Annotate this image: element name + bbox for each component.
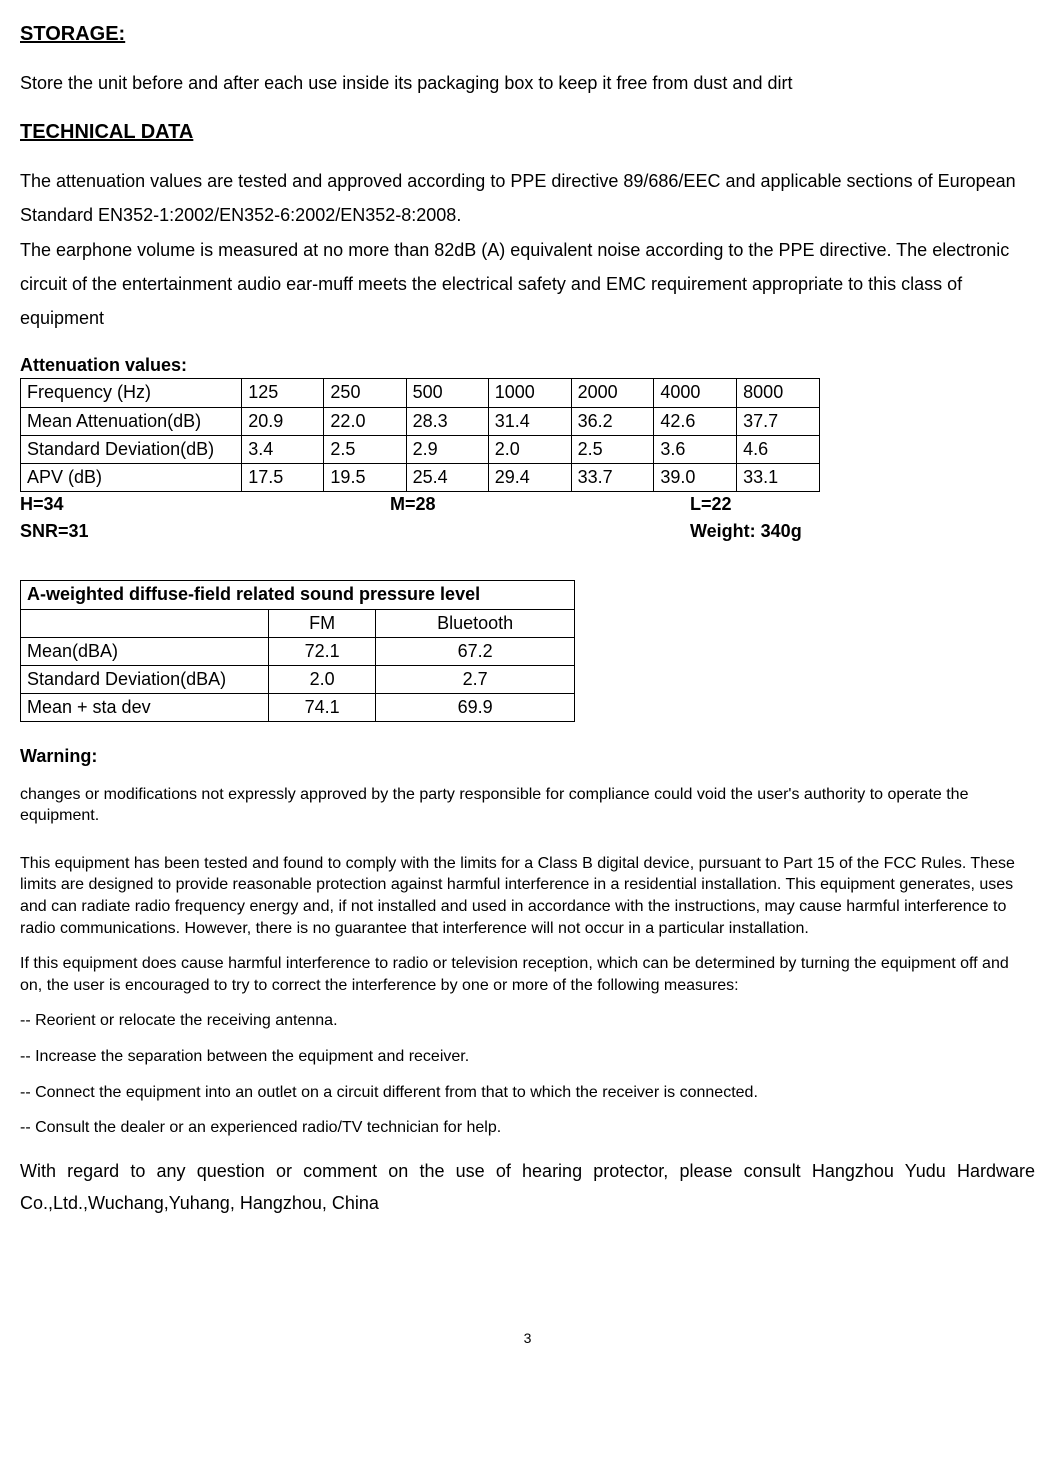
cell: Bluetooth [376, 609, 575, 637]
cell: 2.5 [571, 435, 654, 463]
cell: 250 [324, 379, 406, 407]
attenuation-table: Frequency (Hz) 125 250 500 1000 2000 400… [20, 378, 820, 492]
cell: 22.0 [324, 407, 406, 435]
cell: 74.1 [269, 694, 376, 722]
cell: Mean(dBA) [21, 637, 269, 665]
snr-rating: SNR=31 [20, 519, 390, 544]
warning-text-1: changes or modifications not expressly a… [20, 784, 1035, 827]
cell: 2.0 [269, 666, 376, 694]
warning-bullet: -- Reorient or relocate the receiving an… [20, 1010, 1035, 1032]
cell: 31.4 [488, 407, 571, 435]
technical-heading: TECHNICAL DATA [20, 118, 1035, 146]
warning-bullet: -- Increase the separation between the e… [20, 1046, 1035, 1068]
cell: 19.5 [324, 463, 406, 491]
cell: 67.2 [376, 637, 575, 665]
table-row: Standard Deviation(dBA) 2.0 2.7 [21, 666, 575, 694]
cell: Mean + sta dev [21, 694, 269, 722]
cell: 33.1 [737, 463, 820, 491]
cell: 1000 [488, 379, 571, 407]
cell: 2.9 [406, 435, 488, 463]
cell: FM [269, 609, 376, 637]
cell: 8000 [737, 379, 820, 407]
table-row: A-weighted diffuse-field related sound p… [21, 581, 575, 609]
table-row: Mean(dBA) 72.1 67.2 [21, 637, 575, 665]
table-row: Frequency (Hz) 125 250 500 1000 2000 400… [21, 379, 820, 407]
cell: 72.1 [269, 637, 376, 665]
attenuation-heading: Attenuation values: [20, 353, 1035, 378]
warning-bullet: -- Connect the equipment into an outlet … [20, 1082, 1035, 1104]
warning-heading: Warning: [20, 744, 1035, 769]
aweighted-header: A-weighted diffuse-field related sound p… [21, 581, 575, 609]
page-number: 3 [20, 1329, 1035, 1349]
cell: 33.7 [571, 463, 654, 491]
cell: 4.6 [737, 435, 820, 463]
cell: 37.7 [737, 407, 820, 435]
closing-text: With regard to any question or comment o… [20, 1155, 1035, 1220]
cell: 500 [406, 379, 488, 407]
cell: 28.3 [406, 407, 488, 435]
cell: 3.4 [242, 435, 324, 463]
rating-spacer [390, 519, 690, 544]
cell: 2.7 [376, 666, 575, 694]
warning-bullet: -- Consult the dealer or an experienced … [20, 1117, 1035, 1139]
rating-row-2: SNR=31 Weight: 340g [20, 519, 850, 544]
technical-text: The attenuation values are tested and ap… [20, 164, 1035, 335]
row-label: Standard Deviation(dB) [21, 435, 242, 463]
cell: Standard Deviation(dBA) [21, 666, 269, 694]
cell: 4000 [654, 379, 737, 407]
cell: 17.5 [242, 463, 324, 491]
cell: 36.2 [571, 407, 654, 435]
warning-text-3: If this equipment does cause harmful int… [20, 953, 1035, 996]
cell: 42.6 [654, 407, 737, 435]
row-label: Frequency (Hz) [21, 379, 242, 407]
l-rating: L=22 [690, 492, 850, 517]
h-rating: H=34 [20, 492, 390, 517]
warning-text-2: This equipment has been tested and found… [20, 853, 1035, 939]
cell: 20.9 [242, 407, 324, 435]
cell: 2.0 [488, 435, 571, 463]
weight-value: Weight: 340g [690, 519, 850, 544]
table-row: APV (dB) 17.5 19.5 25.4 29.4 33.7 39.0 3… [21, 463, 820, 491]
cell: 25.4 [406, 463, 488, 491]
table-row: Mean + sta dev 74.1 69.9 [21, 694, 575, 722]
storage-heading: STORAGE: [20, 20, 1035, 48]
cell: 3.6 [654, 435, 737, 463]
row-label: Mean Attenuation(dB) [21, 407, 242, 435]
storage-text: Store the unit before and after each use… [20, 66, 1035, 100]
cell [21, 609, 269, 637]
table-row: Mean Attenuation(dB) 20.9 22.0 28.3 31.4… [21, 407, 820, 435]
cell: 125 [242, 379, 324, 407]
aweighted-table: A-weighted diffuse-field related sound p… [20, 580, 575, 722]
table-row: Standard Deviation(dB) 3.4 2.5 2.9 2.0 2… [21, 435, 820, 463]
cell: 69.9 [376, 694, 575, 722]
row-label: APV (dB) [21, 463, 242, 491]
m-rating: M=28 [390, 492, 690, 517]
cell: 2.5 [324, 435, 406, 463]
cell: 2000 [571, 379, 654, 407]
cell: 29.4 [488, 463, 571, 491]
table-row: FM Bluetooth [21, 609, 575, 637]
cell: 39.0 [654, 463, 737, 491]
rating-row-1: H=34 M=28 L=22 [20, 492, 850, 517]
